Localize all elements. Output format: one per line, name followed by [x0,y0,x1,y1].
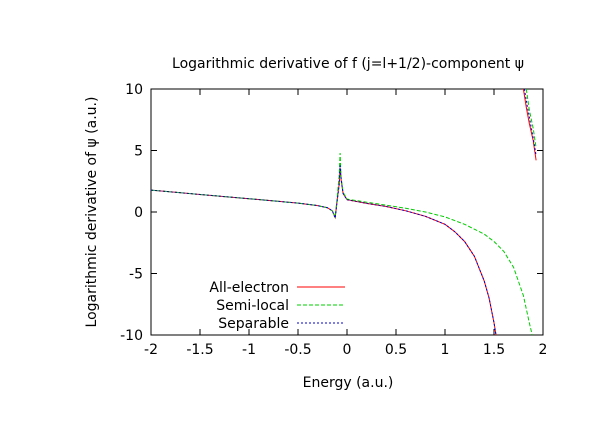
x-tick-label: -1.5 [186,342,213,358]
legend-label: Semi-local [216,298,289,314]
x-tick-label: -1 [242,342,256,358]
legend-label: Separable [218,316,289,332]
x-tick-label: 0 [343,342,352,358]
x-tick-label: 1 [441,342,450,358]
x-tick-label: -0.5 [284,342,311,358]
x-tick-label: 1.5 [483,342,505,358]
plot-frame [150,88,544,336]
x-tick-label: -2 [144,342,158,358]
x-tick-label: 2 [539,342,548,358]
series-line-separable [151,165,497,335]
series-line-semi-local [525,89,537,149]
series-line-all-electron [151,167,497,335]
series-line-separable [523,89,537,156]
y-tick-label: 0 [134,205,143,221]
legend: All-electron Semi-local Separable [209,280,345,332]
y-tick-label: -10 [120,328,143,344]
x-tick-label: 0.5 [385,342,407,358]
y-tick-label: 10 [125,82,143,98]
y-axis-label: Logarithmic derivative of ψ (a.u.) [84,97,100,328]
series-line-all-electron [522,89,537,161]
x-axis-label: Energy (a.u.) [303,375,394,391]
series-lines [151,89,537,335]
chart-title: Logarithmic derivative of f (j=l+1/2)-co… [172,56,524,72]
axis-ticks: -2 -1.5 -1 -0.5 0 0.5 1 1.5 2 -10 -5 0 5 10 [120,82,547,358]
y-tick-label: 5 [134,144,143,160]
legend-label: All-electron [209,280,289,296]
series-line-semi-local [151,152,533,335]
y-tick-label: -5 [129,267,143,283]
